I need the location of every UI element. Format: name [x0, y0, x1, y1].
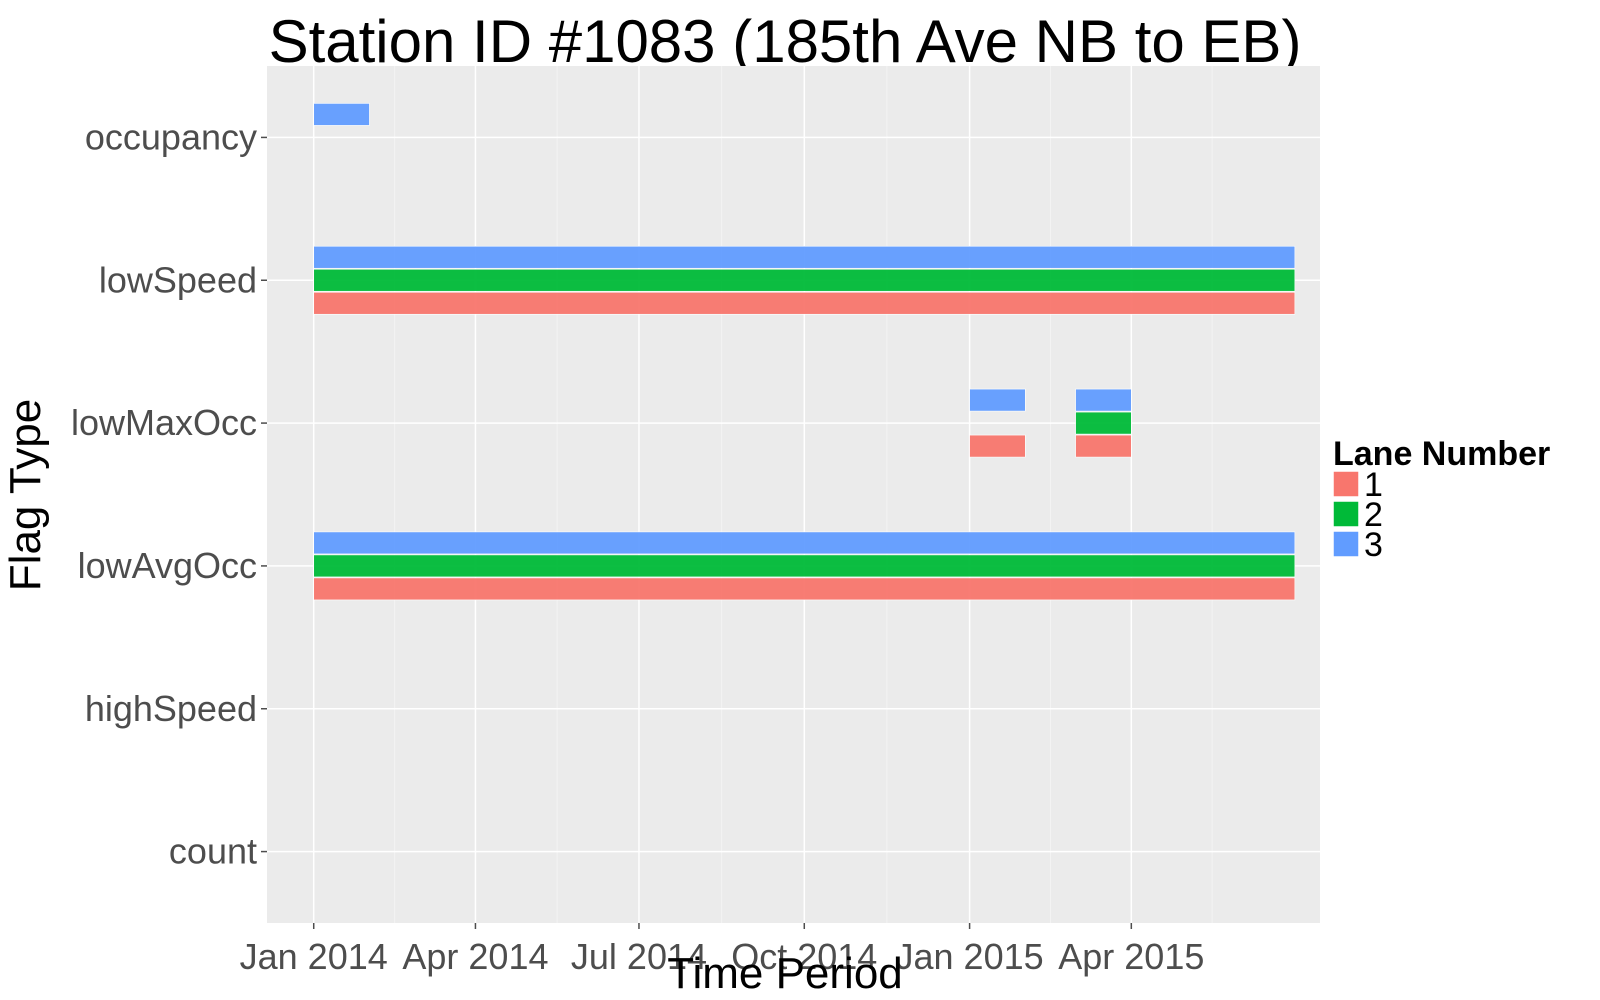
- legend-key-3: [1332, 530, 1360, 558]
- bar-lane-3-lowMaxOcc: [969, 388, 1026, 412]
- bar-lane-3-lowMaxOcc: [1075, 388, 1132, 412]
- y-tick-label: lowMaxOcc: [71, 402, 257, 443]
- bar-lane-3-lowSpeed: [313, 245, 1296, 269]
- legend-label-3: 3: [1364, 526, 1383, 564]
- y-tick-label: occupancy: [85, 116, 257, 157]
- bar-lane-3-lowAvgOcc: [313, 531, 1296, 555]
- bar-lane-1-lowAvgOcc: [313, 577, 1296, 601]
- legend-key-2: [1332, 500, 1360, 528]
- bar-lane-1-lowMaxOcc: [1075, 434, 1132, 458]
- legend-key-1: [1332, 470, 1360, 498]
- chart-title: Station ID #1083 (185th Ave NB to EB): [269, 8, 1302, 75]
- y-tick-label: highSpeed: [85, 688, 257, 729]
- legend-label-1: 1: [1364, 466, 1383, 504]
- x-tick-label: Jan 2014: [240, 936, 388, 977]
- x-tick-label: Oct 2014: [731, 936, 877, 977]
- y-axis-title: Flag Type: [1, 399, 50, 591]
- legend: Lane Number 123: [1332, 435, 1550, 564]
- bar-lane-3-occupancy: [313, 103, 370, 126]
- y-tick-label: lowSpeed: [99, 259, 257, 300]
- x-axis-title: Time Period: [667, 949, 903, 998]
- minor-gridlines: [394, 66, 1213, 923]
- bar-lane-2-lowMaxOcc: [1075, 411, 1132, 435]
- y-tick-label: lowAvgOcc: [78, 545, 257, 586]
- x-tick-label: Apr 2015: [1058, 936, 1204, 977]
- bar-lane-2-lowSpeed: [313, 268, 1296, 292]
- x-tick-label: Apr 2014: [402, 936, 548, 977]
- bar-lane-1-lowMaxOcc: [969, 434, 1026, 458]
- x-tick-label: Jul 2014: [571, 936, 707, 977]
- legend-title: Lane Number: [1333, 435, 1550, 473]
- x-axis: Jan 2014 Apr 2014 Jul 2014 Oct 2014 Jan 2015…: [240, 923, 1204, 977]
- y-tick-label: count: [169, 831, 257, 872]
- plot-panel: [267, 66, 1320, 923]
- legend-label-2: 2: [1364, 496, 1383, 534]
- x-tick-label: Jan 2015: [896, 936, 1044, 977]
- y-axis: occupancy lowSpeed lowMaxOcc lowAvgOcc highS…: [71, 116, 267, 872]
- bar-lane-1-lowSpeed: [313, 291, 1296, 315]
- bar-lane-2-lowAvgOcc: [313, 554, 1296, 578]
- flag-bars: [313, 103, 1296, 601]
